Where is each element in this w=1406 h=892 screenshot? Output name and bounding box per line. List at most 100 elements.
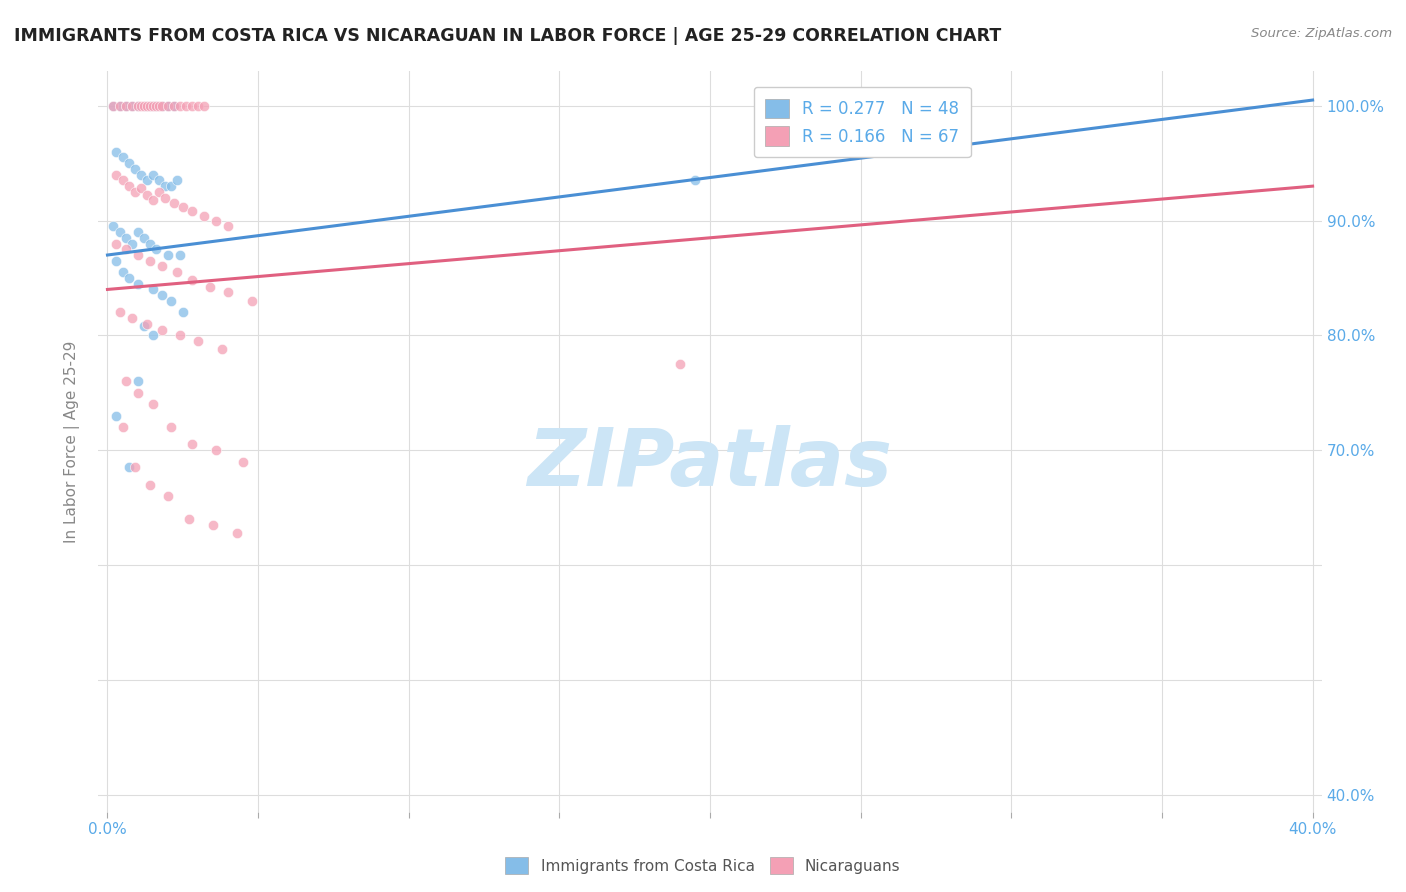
Point — [150, 288, 173, 302]
Point — [148, 185, 170, 199]
Point — [121, 99, 143, 113]
Point — [129, 168, 152, 182]
Point — [108, 225, 131, 239]
Point — [117, 271, 139, 285]
Point — [138, 236, 160, 251]
Point — [145, 242, 167, 256]
Point — [153, 191, 176, 205]
Point — [124, 460, 146, 475]
Point — [156, 99, 179, 113]
Point — [138, 99, 160, 113]
Point — [193, 99, 215, 113]
Point — [127, 99, 149, 113]
Point — [193, 209, 215, 223]
Point — [132, 319, 155, 334]
Point — [111, 151, 134, 165]
Point — [217, 285, 239, 299]
Point — [172, 305, 194, 319]
Point — [127, 374, 149, 388]
Point — [211, 342, 233, 356]
Point — [103, 99, 125, 113]
Point — [187, 334, 209, 348]
Point — [150, 323, 173, 337]
Point — [129, 99, 152, 113]
Point — [121, 236, 143, 251]
Point — [127, 225, 149, 239]
Point — [172, 200, 194, 214]
Point — [166, 173, 188, 187]
Point — [142, 328, 165, 343]
Point — [156, 248, 179, 262]
Point — [135, 188, 157, 202]
Point — [150, 99, 173, 113]
Point — [108, 99, 131, 113]
Point — [142, 397, 165, 411]
Point — [127, 248, 149, 262]
Point — [105, 236, 128, 251]
Point — [240, 293, 263, 308]
Point — [153, 179, 176, 194]
Point — [103, 219, 125, 234]
Point — [156, 489, 179, 503]
Point — [180, 437, 202, 451]
Point — [111, 173, 134, 187]
Point — [132, 231, 155, 245]
Text: IMMIGRANTS FROM COSTA RICA VS NICARAGUAN IN LABOR FORCE | AGE 25-29 CORRELATION : IMMIGRANTS FROM COSTA RICA VS NICARAGUAN… — [14, 27, 1001, 45]
Point — [138, 99, 160, 113]
Point — [114, 231, 136, 245]
Legend: Immigrants from Costa Rica, Nicaraguans: Immigrants from Costa Rica, Nicaraguans — [499, 851, 907, 880]
Point — [205, 213, 228, 227]
Point — [150, 260, 173, 274]
Point — [148, 99, 170, 113]
Point — [117, 179, 139, 194]
Point — [138, 253, 160, 268]
Point — [135, 317, 157, 331]
Point — [114, 99, 136, 113]
Point — [159, 420, 181, 434]
Point — [124, 161, 146, 176]
Point — [135, 173, 157, 187]
Point — [117, 156, 139, 170]
Point — [150, 99, 173, 113]
Point — [142, 168, 165, 182]
Point — [114, 242, 136, 256]
Point — [132, 99, 155, 113]
Point — [135, 99, 157, 113]
Legend: R = 0.277   N = 48, R = 0.166   N = 67: R = 0.277 N = 48, R = 0.166 N = 67 — [754, 87, 970, 157]
Point — [205, 443, 228, 458]
Point — [111, 420, 134, 434]
Point — [169, 99, 191, 113]
Point — [114, 99, 136, 113]
Point — [111, 265, 134, 279]
Point — [121, 311, 143, 326]
Point — [105, 253, 128, 268]
Point — [187, 99, 209, 113]
Point — [127, 99, 149, 113]
Point — [174, 99, 197, 113]
Point — [156, 99, 179, 113]
Point — [127, 385, 149, 400]
Point — [166, 265, 188, 279]
Point — [135, 99, 157, 113]
Point — [145, 99, 167, 113]
Y-axis label: In Labor Force | Age 25-29: In Labor Force | Age 25-29 — [63, 341, 80, 542]
Point — [124, 185, 146, 199]
Point — [145, 99, 167, 113]
Point — [138, 477, 160, 491]
Point — [226, 525, 249, 540]
Point — [163, 99, 186, 113]
Point — [105, 409, 128, 423]
Point — [669, 357, 692, 371]
Text: Source: ZipAtlas.com: Source: ZipAtlas.com — [1251, 27, 1392, 40]
Point — [169, 248, 191, 262]
Point — [163, 196, 186, 211]
Point — [159, 293, 181, 308]
Point — [169, 328, 191, 343]
Point — [103, 99, 125, 113]
Point — [132, 99, 155, 113]
Point — [142, 193, 165, 207]
Point — [148, 173, 170, 187]
Point — [180, 273, 202, 287]
Point — [159, 179, 181, 194]
Point — [108, 305, 131, 319]
